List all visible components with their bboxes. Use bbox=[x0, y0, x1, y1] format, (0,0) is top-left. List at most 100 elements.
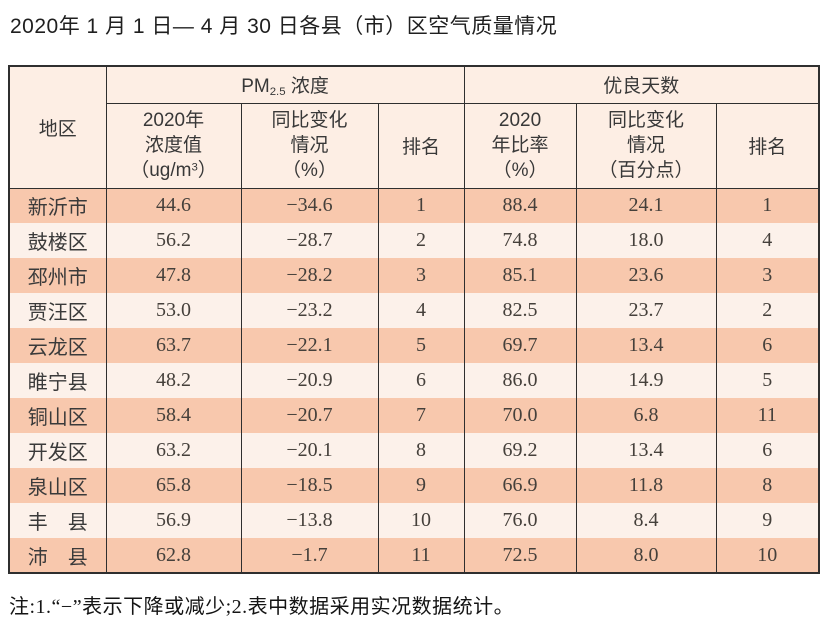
table-row: 睢宁县 48.2 −20.9 6 86.0 14.9 5 bbox=[8, 363, 820, 398]
gd-change-cell: 6.8 bbox=[575, 398, 717, 433]
pm-change-cell: −23.2 bbox=[240, 293, 379, 328]
column-group-good-days: 优良天数 bbox=[463, 66, 820, 104]
gd-rank-cell: 2 bbox=[715, 293, 820, 328]
pm-value-cell: 63.7 bbox=[105, 328, 242, 363]
pm25-label-prefix: PM bbox=[241, 76, 270, 98]
gd-ratio-header-line1: 2020 bbox=[498, 109, 542, 131]
gd-change-header-unit: （百分点） bbox=[598, 160, 694, 182]
pm-change-header-unit: （%） bbox=[282, 160, 337, 182]
table-row: 新沂市 44.6 −34.6 1 88.4 24.1 1 bbox=[8, 188, 820, 223]
pm-value-unit-prefix: （ug/m bbox=[130, 160, 192, 182]
region-cell: 泉山区 bbox=[8, 468, 107, 503]
pm-value-cell: 44.6 bbox=[105, 188, 242, 223]
column-header-pm-change: 同比变化 情况 （%） bbox=[240, 103, 379, 189]
pm-value-cell: 47.8 bbox=[105, 258, 242, 293]
gd-ratio-header-line2: 年比率 bbox=[491, 134, 549, 156]
table-row: 开发区 63.2 −20.1 8 69.2 13.4 6 bbox=[8, 433, 820, 468]
region-cell: 邳州市 bbox=[8, 258, 107, 293]
gd-change-header-line1: 同比变化 bbox=[608, 109, 685, 131]
gd-ratio-cell: 88.4 bbox=[463, 188, 577, 223]
column-header-region: 地区 bbox=[8, 66, 107, 189]
gd-rank-cell: 9 bbox=[715, 503, 820, 538]
table-header: 地区 PM2.5 浓度 优良天数 2020年 浓度值 （ug/m3） 同比变化 … bbox=[8, 66, 820, 189]
gd-ratio-cell: 82.5 bbox=[463, 293, 577, 328]
gd-change-cell: 13.4 bbox=[575, 328, 717, 363]
column-header-gd-rank: 排名 bbox=[715, 103, 820, 189]
region-cell: 开发区 bbox=[8, 433, 107, 468]
sub-header-row: 2020年 浓度值 （ug/m3） 同比变化 情况 （%） 排名 2020 年比… bbox=[9, 103, 820, 189]
pm-change-cell: −34.6 bbox=[240, 188, 379, 223]
pm-change-cell: −20.9 bbox=[240, 363, 379, 398]
pm-value-header-unit: （ug/m3） bbox=[107, 158, 240, 183]
table-row: 贾汪区 53.0 −23.2 4 82.5 23.7 2 bbox=[8, 293, 820, 328]
gd-rank-cell: 10 bbox=[715, 538, 820, 573]
region-cell: 睢宁县 bbox=[8, 363, 107, 398]
pm-value-cell: 62.8 bbox=[105, 538, 242, 573]
pm-rank-cell: 2 bbox=[377, 223, 465, 258]
pm-change-cell: −20.7 bbox=[240, 398, 379, 433]
gd-rank-cell: 8 bbox=[715, 468, 820, 503]
region-cell: 云龙区 bbox=[8, 328, 107, 363]
gd-ratio-cell: 69.2 bbox=[463, 433, 577, 468]
pm-rank-cell: 1 bbox=[377, 188, 465, 223]
pm-value-cell: 48.2 bbox=[105, 363, 242, 398]
pm-change-cell: −22.1 bbox=[240, 328, 379, 363]
region-cell: 贾汪区 bbox=[8, 293, 107, 328]
pm-value-unit-suffix: ） bbox=[197, 160, 217, 182]
column-header-gd-change: 同比变化 情况 （百分点） bbox=[575, 103, 717, 189]
pm-rank-cell: 8 bbox=[377, 433, 465, 468]
pm-value-cell: 63.2 bbox=[105, 433, 242, 468]
gd-ratio-cell: 70.0 bbox=[463, 398, 577, 433]
region-cell: 丰 县 bbox=[8, 503, 107, 538]
table-row: 邳州市 47.8 −28.2 3 85.1 23.6 3 bbox=[8, 258, 820, 293]
gd-change-cell: 24.1 bbox=[575, 188, 717, 223]
pm-change-header-line2: 情况 bbox=[290, 134, 329, 156]
gd-ratio-header-unit: （%） bbox=[492, 160, 548, 182]
pm-value-header-line2: 浓度值 bbox=[144, 134, 202, 156]
pm25-label-subscript: 2.5 bbox=[269, 86, 286, 99]
pm-change-cell: −20.1 bbox=[240, 433, 379, 468]
table-row: 铜山区 58.4 −20.7 7 70.0 6.8 11 bbox=[8, 398, 820, 433]
gd-ratio-cell: 74.8 bbox=[463, 223, 577, 258]
pm-change-cell: −1.7 bbox=[240, 538, 379, 573]
pm-rank-cell: 5 bbox=[377, 328, 465, 363]
column-header-gd-ratio: 2020 年比率 （%） bbox=[463, 103, 577, 189]
pm-change-cell: −28.7 bbox=[240, 223, 379, 258]
pm-value-unit-sup: 3 bbox=[191, 161, 198, 174]
table-row: 丰 县 56.9 −13.8 10 76.0 8.4 9 bbox=[8, 503, 820, 538]
gd-ratio-cell: 69.7 bbox=[463, 328, 577, 363]
pm-change-cell: −28.2 bbox=[240, 258, 379, 293]
gd-change-cell: 8.4 bbox=[575, 503, 717, 538]
pm-rank-cell: 10 bbox=[377, 503, 465, 538]
gd-change-cell: 14.9 bbox=[575, 363, 717, 398]
gd-rank-cell: 1 bbox=[715, 188, 820, 223]
pm-rank-cell: 7 bbox=[377, 398, 465, 433]
gd-change-header-line2: 情况 bbox=[627, 134, 666, 156]
pm-value-cell: 56.9 bbox=[105, 503, 242, 538]
column-header-pm-rank: 排名 bbox=[377, 103, 465, 189]
gd-ratio-cell: 72.5 bbox=[463, 538, 577, 573]
gd-change-cell: 18.0 bbox=[575, 223, 717, 258]
pm-rank-cell: 3 bbox=[377, 258, 465, 293]
pm-change-cell: −13.8 bbox=[240, 503, 379, 538]
pm-rank-cell: 4 bbox=[377, 293, 465, 328]
pm-change-header-line1: 同比变化 bbox=[271, 109, 348, 131]
pm-rank-cell: 11 bbox=[377, 538, 465, 573]
region-cell: 鼓楼区 bbox=[8, 223, 107, 258]
gd-change-cell: 8.0 bbox=[575, 538, 717, 573]
gd-ratio-cell: 85.1 bbox=[463, 258, 577, 293]
gd-rank-cell: 6 bbox=[715, 328, 820, 363]
page-title: 2020年 1 月 1 日— 4 月 30 日各县（市）区空气质量情况 bbox=[10, 15, 558, 38]
gd-rank-cell: 6 bbox=[715, 433, 820, 468]
pm25-label-suffix: 浓度 bbox=[285, 76, 329, 98]
air-quality-table: 地区 PM2.5 浓度 优良天数 2020年 浓度值 （ug/m3） 同比变化 … bbox=[8, 65, 821, 574]
table-row: 沛 县 62.8 −1.7 11 72.5 8.0 10 bbox=[8, 538, 820, 573]
pm-value-cell: 53.0 bbox=[105, 293, 242, 328]
pm-rank-cell: 9 bbox=[377, 468, 465, 503]
table-row: 泉山区 65.8 −18.5 9 66.9 11.8 8 bbox=[8, 468, 820, 503]
region-cell: 新沂市 bbox=[8, 188, 107, 223]
pm-value-cell: 56.2 bbox=[105, 223, 242, 258]
pm-rank-cell: 6 bbox=[377, 363, 465, 398]
gd-rank-cell: 4 bbox=[715, 223, 820, 258]
